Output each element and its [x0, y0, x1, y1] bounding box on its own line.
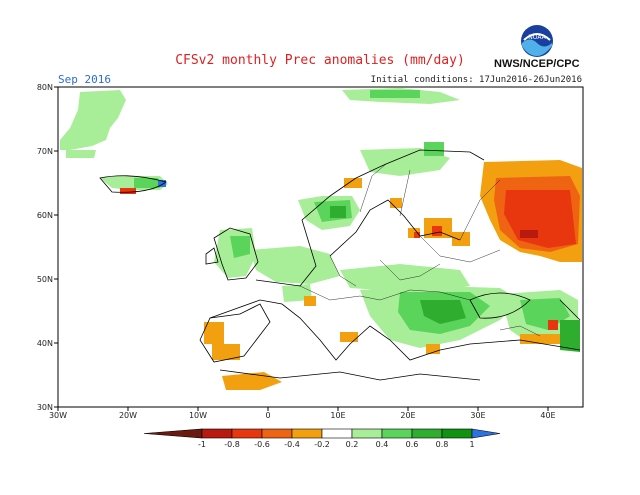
anomaly-patches [60, 88, 582, 390]
lat-tick-label: 70N [37, 147, 53, 156]
lat-tick-label: 40N [37, 339, 53, 348]
map-title: CFSv2 monthly Prec anomalies (mm/day) [175, 53, 465, 68]
logo-text: NOAA [528, 34, 546, 41]
colorbar-swatch [201, 428, 233, 439]
forecast-month: Sep 2016 [58, 73, 111, 86]
colorbar-label: 0.2 [346, 440, 359, 449]
agency-label: NWS/NCEP/CPC [494, 58, 580, 70]
colorbar-swatch [321, 428, 353, 439]
lat-tick-label: 30N [37, 403, 53, 412]
lon-tick-label: 30W [49, 411, 67, 420]
lon-tick-label: 20W [119, 411, 137, 420]
colorbar-label: -0.4 [284, 440, 300, 449]
colorbar-swatch [411, 428, 443, 439]
colorbar-swatch [351, 428, 383, 439]
colorbar-label: 0.8 [436, 440, 449, 449]
lon-tick-label: 0 [265, 411, 270, 420]
colorbar-label: 0.4 [376, 440, 389, 449]
lon-tick-label: 10E [330, 411, 345, 420]
lon-ticks: 30W 20W 10W 0 10E 20E 30E 40E [49, 407, 556, 420]
coastlines [99, 149, 581, 381]
colorbar-swatch [231, 428, 263, 439]
noaa-logo-icon: NOAA [521, 25, 553, 57]
lon-tick-label: 20E [400, 411, 415, 420]
colorbar-label: -0.2 [314, 440, 330, 449]
colorbar-swatch [471, 428, 501, 439]
lat-ticks: 30N 40N 50N 60N 70N 80N [37, 83, 58, 412]
lon-tick-label: 40E [540, 411, 555, 420]
colorbar-swatch [261, 428, 293, 439]
colorbar-swatch [441, 428, 473, 439]
lat-tick-label: 50N [37, 275, 53, 284]
lat-tick-label: 60N [37, 211, 53, 220]
lon-tick-label: 10W [189, 411, 207, 420]
colorbar: -1 -0.8 -0.6 -0.4 -0.2 0.2 0.4 0.6 0.8 1 [143, 428, 501, 449]
initial-conditions: Initial conditions: 17Jun2016-26Jun2016 [370, 75, 582, 85]
lat-tick-label: 80N [37, 83, 53, 92]
colorbar-label: -1 [198, 440, 206, 449]
colorbar-label: 1 [469, 440, 474, 449]
colorbar-label: -0.8 [224, 440, 240, 449]
map-frame [57, 86, 584, 408]
country-borders [299, 163, 541, 337]
colorbar-label: -0.6 [254, 440, 270, 449]
colorbar-swatch [291, 428, 323, 439]
lon-tick-label: 30E [470, 411, 485, 420]
colorbar-swatch [143, 428, 203, 439]
colorbar-swatch [381, 428, 413, 439]
colorbar-label: 0.6 [406, 440, 419, 449]
